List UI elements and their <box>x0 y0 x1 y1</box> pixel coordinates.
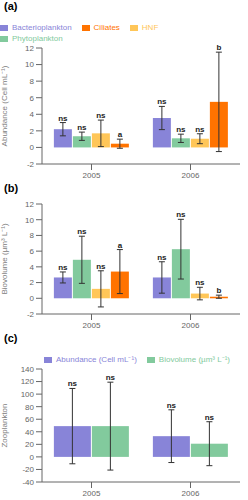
svg-text:6: 6 <box>30 247 35 256</box>
svg-text:12: 12 <box>25 44 34 53</box>
svg-text:ns: ns <box>176 210 186 219</box>
svg-text:60: 60 <box>25 415 34 424</box>
svg-text:a: a <box>118 130 123 139</box>
html-text:Biovolume (µm³ L⁻¹): Biovolume (µm³ L⁻¹) <box>158 355 230 364</box>
svg-text:ns: ns <box>157 253 167 262</box>
html-text:Abundance (Cell mL⁻¹): Abundance (Cell mL⁻¹) <box>56 355 137 364</box>
svg-text:ns: ns <box>195 125 205 134</box>
svg-text:-20: -20 <box>22 465 34 474</box>
svg-text:Zooplankton: Zooplankton <box>8 403 9 447</box>
svg-text:ns: ns <box>58 263 68 272</box>
html-text:HNF: HNF <box>141 23 159 32</box>
svg-text:ns: ns <box>157 97 167 106</box>
svg-text:12: 12 <box>25 200 34 209</box>
svg-text:ns: ns <box>68 379 78 388</box>
svg-text:20: 20 <box>25 440 34 449</box>
svg-text:-2: -2 <box>27 310 35 319</box>
html-text:Phytoplankton: Phytoplankton <box>12 34 63 43</box>
html-text:(a): (a) <box>4 0 18 12</box>
svg-text:10: 10 <box>25 60 34 69</box>
html-text:Ciliates: Ciliates <box>93 23 120 32</box>
svg-text:10: 10 <box>25 216 34 225</box>
svg-text:0: 0 <box>30 453 35 462</box>
svg-text:Abundance (Cell mL⁻¹): Abundance (Cell mL⁻¹) <box>8 65 9 146</box>
svg-text:100: 100 <box>21 390 35 399</box>
svg-text:ns: ns <box>167 401 177 410</box>
svg-text:2005: 2005 <box>83 489 101 498</box>
svg-text:Biovolume (µm³ L⁻¹): Biovolume (µm³ L⁻¹) <box>8 223 9 295</box>
svg-text:ns: ns <box>77 123 87 132</box>
svg-text:ns: ns <box>106 373 116 382</box>
svg-text:2006: 2006 <box>182 171 200 180</box>
svg-text:2006: 2006 <box>182 321 200 330</box>
svg-text:4: 4 <box>30 110 35 119</box>
svg-text:8: 8 <box>30 231 35 240</box>
svg-text:8: 8 <box>30 77 35 86</box>
svg-text:ns: ns <box>176 125 186 134</box>
svg-text:2: 2 <box>30 278 35 287</box>
svg-text:2: 2 <box>30 127 35 136</box>
svg-text:b: b <box>216 43 221 52</box>
svg-text:0: 0 <box>30 143 35 152</box>
svg-text:80: 80 <box>25 403 34 412</box>
svg-text:ns: ns <box>96 111 106 120</box>
html-text:(c): (c) <box>4 332 18 344</box>
svg-text:2006: 2006 <box>182 489 200 498</box>
svg-text:2005: 2005 <box>83 171 101 180</box>
html-text:(b): (b) <box>4 182 18 194</box>
svg-text:-2: -2 <box>27 160 35 169</box>
svg-text:2005: 2005 <box>83 321 101 330</box>
svg-text:-40: -40 <box>22 478 34 487</box>
svg-text:40: 40 <box>25 428 34 437</box>
svg-text:0: 0 <box>30 294 35 303</box>
svg-text:b: b <box>216 286 221 295</box>
svg-text:ns: ns <box>205 413 215 422</box>
html-text:Bacterioplankton: Bacterioplankton <box>12 23 72 32</box>
svg-text:ns: ns <box>96 262 106 271</box>
svg-text:a: a <box>118 241 123 250</box>
svg-text:ns: ns <box>58 114 68 123</box>
svg-text:4: 4 <box>30 263 35 272</box>
svg-text:ns: ns <box>77 227 87 236</box>
svg-text:ns: ns <box>195 278 205 287</box>
svg-text:6: 6 <box>30 94 35 103</box>
svg-text:120: 120 <box>21 377 35 386</box>
svg-text:140: 140 <box>21 365 35 374</box>
